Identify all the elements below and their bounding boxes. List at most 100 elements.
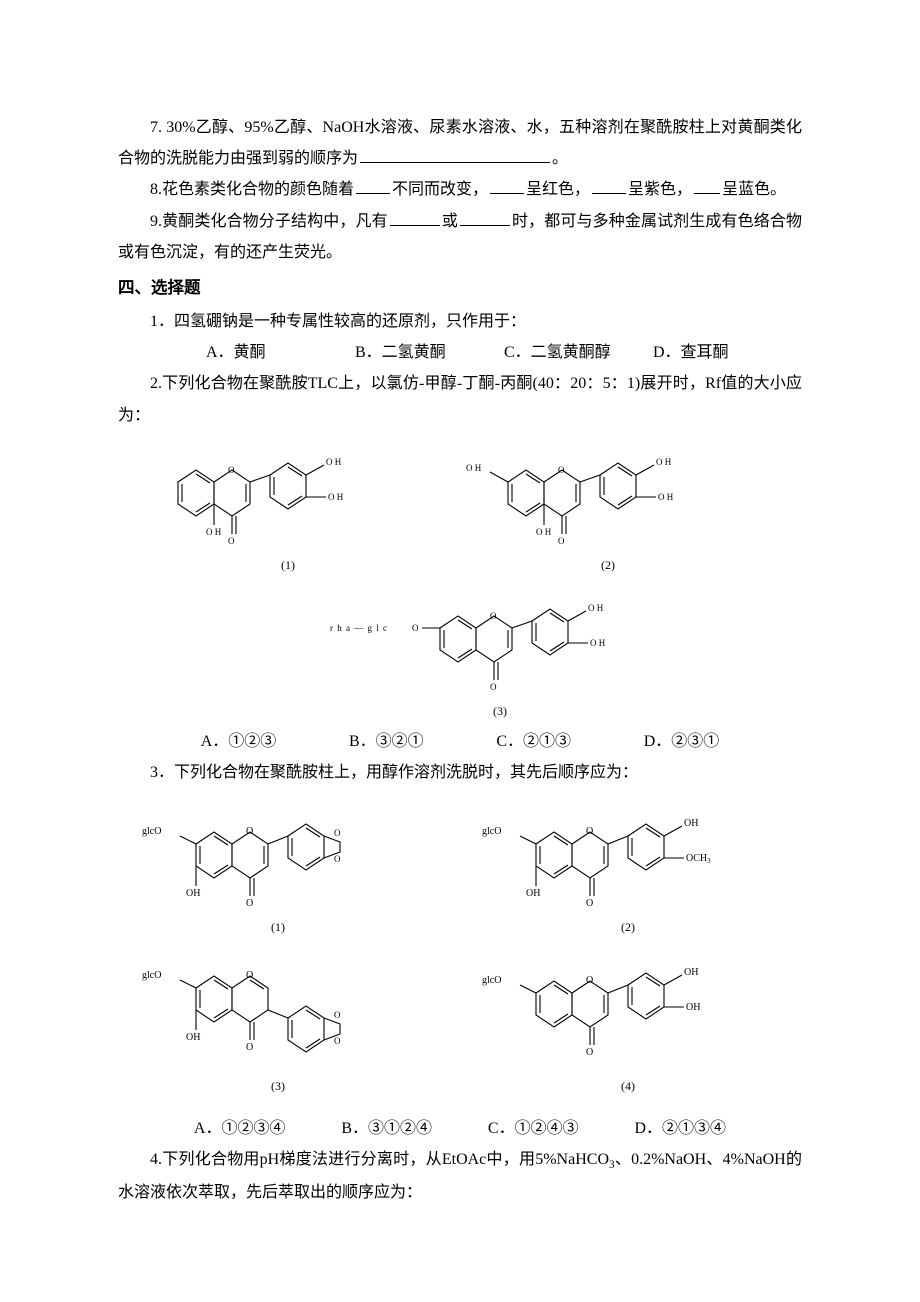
- fill-q9-blank2: [460, 210, 510, 225]
- svg-text:O H: O H: [326, 457, 342, 467]
- mc-q4-stem: 4.下列化合物用pH梯度法进行分离时，从EtOAc中，用5%NaHCO3、0.2…: [118, 1144, 802, 1208]
- svg-text:O: O: [490, 682, 497, 692]
- mc-q3-structure-3: glcO O O OH O O (3): [138, 943, 418, 1098]
- mc-q3-structure-2: glcO O O OH OH OCH3 (2): [478, 794, 778, 939]
- mc-q2-label-3: (3): [198, 700, 802, 723]
- svg-text:OH: OH: [526, 888, 540, 899]
- fill-q7: 7. 30%乙醇、95%乙醇、NaOH水溶液、尿素水溶液、水，五种溶剂在聚酰胺柱…: [118, 112, 802, 174]
- svg-text:O H: O H: [536, 527, 552, 537]
- mc-q3-structure-4: glcO O O OH OH (4): [478, 943, 778, 1098]
- section4-heading: 四、选择题: [118, 272, 802, 304]
- mc-q3-structure-1: glcO O O OH O O (1): [138, 794, 418, 939]
- fill-q8-blank3: [592, 179, 626, 194]
- mc-q3-label-4: (4): [478, 1075, 778, 1098]
- svg-text:O: O: [334, 1036, 341, 1046]
- mc-q3-label-2: (2): [478, 916, 778, 939]
- svg-text:O: O: [334, 1010, 341, 1020]
- mc-q2-opt-c: C．②①③: [496, 726, 571, 757]
- mc-q2-opt-b: B．③②①: [349, 726, 424, 757]
- svg-text:O: O: [558, 465, 565, 475]
- fill-q8-a: 8.花色素类化合物的颜色随着: [150, 181, 354, 198]
- mc-q3-label-3: (3): [138, 1075, 418, 1098]
- fill-q7-blank: [360, 148, 550, 163]
- svg-text:O: O: [246, 970, 253, 981]
- fill-q7-tail: 。: [552, 150, 568, 167]
- fill-q9-blank1: [390, 210, 440, 225]
- mc-q2-opt-a: A．①②③: [201, 726, 277, 757]
- mc-q2-structure-2: O O O H O H O H O H (2): [458, 437, 758, 577]
- mc-q1-opt-c: C．二氢黄酮醇: [504, 337, 653, 368]
- svg-text:O H: O H: [658, 492, 674, 502]
- svg-text:O: O: [412, 623, 419, 633]
- mc-q2-label-1: (1): [158, 554, 418, 577]
- q3-struct3-svg: glcO O O OH O O: [138, 943, 418, 1073]
- mc-q2-structure-3: O O O H O H r h a — g l c O (3): [198, 583, 802, 723]
- mc-q3-opt-b: B．③①②④: [341, 1113, 432, 1144]
- svg-text:OH: OH: [186, 888, 200, 899]
- svg-text:glcO: glcO: [482, 826, 501, 837]
- mc-q3-opt-c: C．①②④③: [488, 1113, 579, 1144]
- q3-struct4-svg: glcO O O OH OH: [478, 943, 778, 1073]
- mc-q3-options: A．①②③④ B．③①②④ C．①②④③ D．②①③④: [118, 1113, 802, 1144]
- svg-text:OH: OH: [684, 818, 698, 829]
- fill-q9: 9.黄酮类化合物分子结构中，凡有或时，都可与多种金属试剂生成有色络合物或有色沉淀…: [118, 206, 802, 268]
- svg-text:O: O: [334, 854, 341, 864]
- svg-text:glcO: glcO: [482, 975, 501, 986]
- svg-text:glcO: glcO: [142, 970, 161, 981]
- mc-q1-opt-a: A．黄酮: [206, 337, 355, 368]
- mc-q2-fig-row1: O O O H O H O H (1): [118, 437, 802, 577]
- svg-text:O: O: [228, 536, 235, 546]
- mc-q2-options: A．①②③ B．③②① C．②①③ D．②③①: [118, 726, 802, 757]
- svg-text:O: O: [586, 898, 593, 909]
- q3-struct2-svg: glcO O O OH OH OCH3: [478, 794, 778, 914]
- svg-text:O: O: [558, 536, 565, 546]
- svg-text:r h a — g l c: r h a — g l c: [330, 623, 388, 633]
- svg-text:O: O: [586, 975, 593, 986]
- flavone-2-svg: O O O H O H O H O H: [458, 437, 758, 552]
- mc-q4-stem-a: 4.下列化合物用pH梯度法进行分离时，从EtOAc中，用5%NaHCO: [150, 1151, 609, 1168]
- flavone-3-svg: O O O H O H r h a — g l c O: [330, 583, 670, 698]
- mc-q3-label-1: (1): [138, 916, 418, 939]
- flavone-1-svg: O O O H O H O H: [158, 437, 418, 552]
- fill-q8-blank1: [356, 179, 390, 194]
- svg-text:O: O: [334, 828, 341, 838]
- fill-q8: 8.花色素类化合物的颜色随着 不同而改变， 呈红色， 呈紫色， 呈蓝色。: [118, 174, 802, 205]
- mc-q2-fig-row2: O O O H O H r h a — g l c O (3): [118, 583, 802, 723]
- svg-text:O H: O H: [328, 492, 344, 502]
- svg-text:O H: O H: [590, 638, 606, 648]
- svg-text:O: O: [228, 465, 235, 475]
- svg-text:OH: OH: [686, 1002, 700, 1013]
- fill-q8-blank2: [490, 179, 524, 194]
- svg-text:O H: O H: [656, 457, 672, 467]
- svg-text:O: O: [490, 611, 497, 621]
- mc-q3-fig-row2: glcO O O OH O O (3): [118, 943, 802, 1098]
- svg-text:O H: O H: [466, 463, 482, 473]
- svg-text:O: O: [246, 898, 253, 909]
- mc-q2-opt-d: D．②③①: [644, 726, 720, 757]
- fill-q8-e: 呈蓝色。: [722, 181, 786, 198]
- svg-text:O H: O H: [206, 527, 222, 537]
- mc-q3-stem: 3．下列化合物在聚酰胺柱上，用醇作溶剂洗脱时，其先后顺序应为：: [118, 757, 802, 788]
- fill-q8-b: 不同而改变，: [392, 181, 488, 198]
- fill-q8-d: 呈紫色，: [628, 181, 692, 198]
- fill-q8-blank4: [694, 179, 720, 194]
- svg-text:O: O: [246, 1042, 253, 1053]
- mc-q2-label-2: (2): [458, 554, 758, 577]
- mc-q1-stem: 1．四氢硼钠是一种专属性较高的还原剂，只作用于：: [118, 306, 802, 337]
- fill-q9-b: 或: [442, 213, 458, 230]
- mc-q3-opt-a: A．①②③④: [194, 1113, 286, 1144]
- svg-text:OH: OH: [186, 1032, 200, 1043]
- mc-q1-opt-d: D．查耳酮: [653, 337, 802, 368]
- fill-q8-c: 呈红色，: [526, 181, 590, 198]
- mc-q1-opt-b: B．二氢黄酮: [355, 337, 504, 368]
- svg-text:OCH3: OCH3: [686, 853, 711, 865]
- mc-q2-structure-1: O O O H O H O H (1): [158, 437, 418, 577]
- fill-q9-a: 9.黄酮类化合物分子结构中，凡有: [150, 213, 388, 230]
- svg-text:O H: O H: [588, 603, 604, 613]
- svg-text:OH: OH: [684, 967, 698, 978]
- mc-q1-options: A．黄酮 B．二氢黄酮 C．二氢黄酮醇 D．查耳酮: [118, 337, 802, 368]
- svg-text:glcO: glcO: [142, 826, 161, 837]
- mc-q2-stem: 2.下列化合物在聚酰胺TLC上，以氯仿-甲醇-丁酮-丙酮(40：20：5：1)展…: [118, 368, 802, 430]
- svg-text:O: O: [586, 826, 593, 837]
- svg-text:O: O: [586, 1047, 593, 1058]
